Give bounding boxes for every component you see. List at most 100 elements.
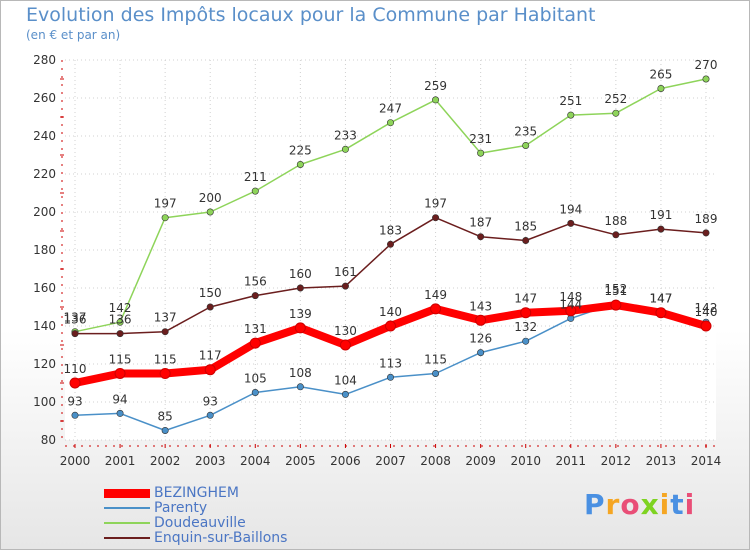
data-point <box>71 330 79 338</box>
data-point <box>700 320 712 332</box>
logo-letter: i <box>684 488 696 521</box>
y-tick-label: 80 <box>41 433 56 447</box>
data-point <box>655 307 667 319</box>
x-tick-label: 2003 <box>195 454 226 468</box>
legend-swatch <box>104 507 150 509</box>
data-label: 94 <box>112 392 127 406</box>
data-label: 126 <box>469 332 492 346</box>
data-label: 194 <box>559 202 582 216</box>
data-label: 225 <box>289 144 312 158</box>
y-tick-label: 220 <box>33 167 56 181</box>
data-label: 143 <box>469 299 492 313</box>
data-label: 136 <box>109 313 132 327</box>
data-label: 108 <box>289 366 312 380</box>
data-point <box>116 318 124 326</box>
data-label: 189 <box>695 212 718 226</box>
data-label: 147 <box>649 292 672 306</box>
x-tick-label: 2005 <box>285 454 316 468</box>
data-label: 117 <box>199 349 222 363</box>
data-point <box>702 75 710 83</box>
x-tick-label: 2001 <box>105 454 136 468</box>
data-point <box>251 187 259 195</box>
data-point <box>612 109 620 117</box>
y-tick-label: 140 <box>33 319 56 333</box>
x-tick-label: 2002 <box>150 454 181 468</box>
logo-letter: i <box>659 488 671 521</box>
x-tick-label: 2010 <box>510 454 541 468</box>
data-label: 110 <box>64 362 87 376</box>
data-point <box>204 364 216 376</box>
data-label: 147 <box>649 292 672 306</box>
x-tick-label: 2006 <box>330 454 361 468</box>
data-label: 265 <box>649 68 672 82</box>
data-label: 104 <box>334 373 357 387</box>
data-point <box>71 411 79 419</box>
x-tick-label: 2009 <box>465 454 496 468</box>
data-label: 185 <box>514 220 537 234</box>
y-tick-label: 120 <box>33 357 56 371</box>
data-label: 156 <box>244 275 267 289</box>
legend-swatch <box>104 522 150 524</box>
data-point <box>522 237 530 245</box>
data-point <box>296 161 304 169</box>
legend-label: BEZINGHEM <box>154 485 239 501</box>
data-point <box>161 214 169 222</box>
x-tick-label: 2004 <box>240 454 271 468</box>
data-label: 150 <box>199 286 222 300</box>
data-label: 152 <box>604 282 627 296</box>
x-tick-label: 2007 <box>375 454 406 468</box>
data-point <box>702 229 710 237</box>
chart-title: Evolution des Impôts locaux pour la Comm… <box>26 4 596 26</box>
data-label: 85 <box>158 410 173 424</box>
y-tick-label: 100 <box>33 395 56 409</box>
data-label: 130 <box>334 324 357 338</box>
legend-swatch <box>104 488 150 498</box>
data-point <box>341 282 349 290</box>
data-point <box>477 149 485 157</box>
data-label: 144 <box>559 297 582 311</box>
data-label: 139 <box>289 307 312 321</box>
data-point <box>114 368 126 379</box>
legend-label: Parenty <box>154 500 208 516</box>
data-label: 140 <box>379 305 402 319</box>
y-tick-label: 160 <box>33 281 56 295</box>
data-label: 140 <box>695 305 718 319</box>
data-point <box>522 142 530 150</box>
data-label: 115 <box>424 353 447 367</box>
legend-swatch <box>104 537 150 539</box>
data-label: 251 <box>559 94 582 108</box>
data-label: 115 <box>109 353 132 367</box>
logo-letter: o <box>620 488 641 521</box>
data-point <box>294 322 306 334</box>
data-point <box>206 303 214 311</box>
data-point <box>249 337 261 349</box>
data-label: 142 <box>695 301 718 315</box>
data-label: 211 <box>244 170 267 184</box>
y-tick-label: 180 <box>33 243 56 257</box>
data-point <box>610 299 622 311</box>
data-label: 136 <box>64 313 87 327</box>
legend-label: Enquin-sur-Baillons <box>154 530 288 546</box>
data-label: 233 <box>334 128 357 142</box>
data-point <box>296 383 304 391</box>
data-label: 93 <box>67 394 82 408</box>
data-point <box>657 225 665 233</box>
data-point <box>116 409 124 417</box>
logo-letter: r <box>605 488 621 521</box>
data-point <box>386 119 394 127</box>
legend-label: Doudeauville <box>154 515 246 531</box>
data-label: 270 <box>695 58 718 72</box>
data-label: 197 <box>424 197 447 211</box>
data-label: 160 <box>289 267 312 281</box>
data-label: 188 <box>604 214 627 228</box>
x-tick-label: 2012 <box>601 454 632 468</box>
data-point <box>161 426 169 434</box>
proxiti-logo: Proxiti <box>584 488 695 521</box>
data-label: 200 <box>199 191 222 205</box>
data-point <box>385 320 396 332</box>
x-tick-label: 2000 <box>60 454 91 468</box>
data-point <box>69 377 81 389</box>
y-tick-label: 240 <box>33 129 56 143</box>
data-label: 142 <box>109 301 132 315</box>
